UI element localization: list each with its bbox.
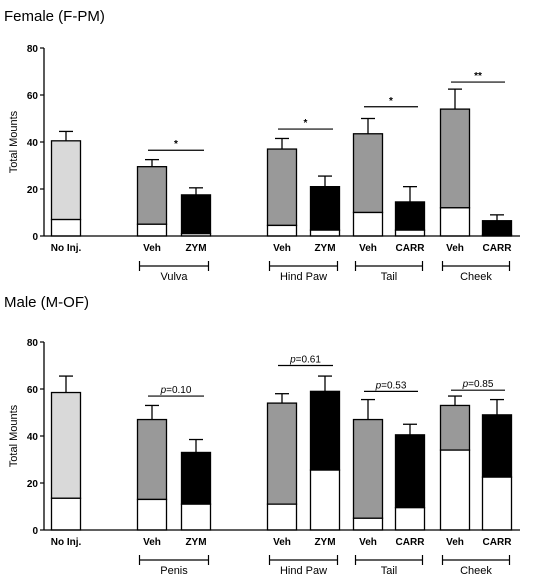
group-label: Penis	[160, 565, 188, 577]
y-axis-label: Total Mounts	[8, 404, 20, 467]
bar-upper-segment	[50, 391, 82, 499]
x-tick-label: ZYM	[185, 537, 206, 548]
x-tick-label: ZYM	[314, 243, 335, 254]
bar-lower-segment	[180, 503, 212, 531]
x-tick-label: No Inj.	[51, 537, 82, 548]
x-tick-label: No Inj.	[51, 243, 82, 254]
x-tick-label: Veh	[143, 243, 161, 254]
x-tick-label: CARR	[396, 243, 426, 254]
bar-upper-segment	[439, 108, 471, 209]
bar-upper-segment	[309, 390, 341, 471]
bar-upper-segment	[266, 402, 298, 505]
bar-upper-segment	[352, 418, 384, 519]
x-tick-label: Veh	[359, 243, 377, 254]
bar-lower-segment	[136, 223, 168, 237]
x-tick-label: Veh	[273, 537, 291, 548]
x-tick-label: CARR	[483, 537, 513, 548]
bar-lower-segment	[50, 218, 82, 237]
bar-upper-segment	[352, 133, 384, 214]
bar-upper-segment	[481, 220, 513, 236]
bar-lower-segment	[352, 517, 384, 531]
y-tick-label: 60	[27, 385, 39, 396]
x-tick-label: CARR	[396, 537, 426, 548]
bar-upper-segment	[481, 414, 513, 478]
bar-lower-segment	[309, 229, 341, 237]
bar-lower-segment	[394, 507, 426, 531]
bar-lower-segment	[481, 476, 513, 531]
bar-lower-segment	[266, 224, 298, 237]
comparison-label: p=0.85	[462, 379, 494, 390]
y-tick-label: 20	[27, 185, 39, 196]
bar-lower-segment	[266, 503, 298, 531]
bar-upper-segment	[136, 166, 168, 225]
bar-lower-segment	[50, 497, 82, 531]
bar-lower-segment	[309, 469, 341, 531]
x-tick-label: Veh	[446, 243, 464, 254]
comparison-label: p=0.10	[160, 385, 192, 396]
male-chart: Total Mounts 0 20 40 60 80 No Inj. Veh ZYM Veh ZYM…	[8, 338, 520, 577]
x-tick-label: ZYM	[185, 243, 206, 254]
panel-title-female: Female (F-PM)	[4, 8, 105, 25]
group-label: Vulva	[160, 271, 188, 283]
group-label: Hind Paw	[280, 271, 327, 283]
bar-lower-segment	[352, 211, 384, 237]
bar-upper-segment	[50, 140, 82, 221]
comparison-label: p=0.53	[375, 380, 407, 391]
comparison-label: *	[304, 118, 308, 129]
bar-upper-segment	[394, 201, 426, 231]
x-tick-label: Veh	[446, 537, 464, 548]
panel-title-male: Male (M-OF)	[4, 294, 89, 311]
bar-lower-segment	[136, 498, 168, 531]
bar-lower-segment	[439, 207, 471, 237]
group-label: Tail	[381, 271, 398, 283]
y-tick-label: 0	[32, 232, 38, 243]
comparison-label: *	[389, 96, 393, 107]
bar-upper-segment	[394, 434, 426, 509]
x-tick-label: CARR	[483, 243, 513, 254]
y-axis-label: Total Mounts	[8, 110, 20, 173]
y-tick-label: 40	[27, 138, 39, 149]
bar-upper-segment	[180, 451, 212, 505]
bar-upper-segment	[309, 185, 341, 231]
bar-upper-segment	[180, 194, 212, 235]
y-tick-label: 80	[27, 44, 39, 55]
bar-upper-segment	[266, 148, 298, 227]
group-label: Tail	[381, 565, 398, 577]
bar-upper-segment	[439, 404, 471, 451]
y-tick-label: 0	[32, 526, 38, 537]
x-tick-label: Veh	[273, 243, 291, 254]
y-tick-label: 80	[27, 338, 39, 349]
bar-lower-segment	[394, 229, 426, 237]
x-tick-label: ZYM	[314, 537, 335, 548]
bar-lower-segment	[439, 449, 471, 531]
bar-upper-segment	[136, 418, 168, 501]
y-tick-label: 40	[27, 432, 39, 443]
y-tick-label: 60	[27, 91, 39, 102]
comparison-label: p=0.61	[289, 355, 321, 366]
comparison-label: *	[174, 139, 178, 150]
comparison-label: **	[474, 71, 482, 82]
x-tick-label: Veh	[359, 537, 377, 548]
group-label: Hind Paw	[280, 565, 327, 577]
female-chart: Total Mounts 0 20 40 60 80 No Inj. Veh ZYM Veh ZYM…	[8, 44, 520, 283]
group-label: Cheek	[460, 565, 492, 577]
group-label: Cheek	[460, 271, 492, 283]
y-tick-label: 20	[27, 479, 39, 490]
x-tick-label: Veh	[143, 537, 161, 548]
